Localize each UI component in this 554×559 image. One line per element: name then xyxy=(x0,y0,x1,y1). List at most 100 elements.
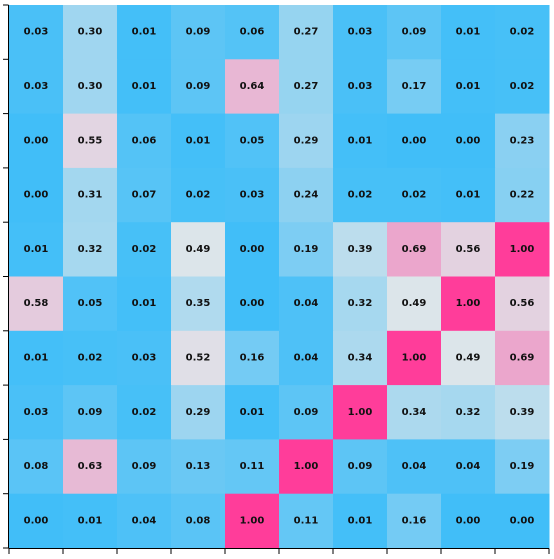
cell-value-label-r3-c5: 0.24 xyxy=(294,190,319,201)
cell-value-label-r8-c8: 0.04 xyxy=(456,461,481,472)
cell-value-label-r9-c0: 0.00 xyxy=(24,515,49,526)
cell-value-label-r0-c6: 0.03 xyxy=(348,27,373,38)
cell-value-label-r4-c8: 0.56 xyxy=(456,244,481,255)
heatmap-cell-r1-c2 xyxy=(117,59,172,115)
cell-value-label-r9-c8: 0.00 xyxy=(456,515,481,526)
cell-value-label-r8-c2: 0.09 xyxy=(132,461,157,472)
heatmap-cell-r6-c3 xyxy=(171,330,226,386)
heatmap-cell-r6-c1 xyxy=(63,330,118,386)
heatmap-cell-r6-c8 xyxy=(441,330,496,386)
heatmap-cell-r0-c4 xyxy=(225,5,280,60)
cell-value-label-r0-c0: 0.03 xyxy=(24,27,49,38)
heatmap-cell-r0-c3 xyxy=(171,5,226,60)
heatmap-cell-r5-c4 xyxy=(225,276,280,332)
heatmap-cell-r9-c8 xyxy=(441,493,496,549)
heatmap-cell-r2-c6 xyxy=(333,113,388,169)
heatmap-cell-r8-c9 xyxy=(495,439,550,495)
cell-value-label-r8-c4: 0.11 xyxy=(240,461,265,472)
cell-value-label-r4-c4: 0.00 xyxy=(240,244,265,255)
cell-value-label-r3-c7: 0.02 xyxy=(402,190,427,201)
cell-value-label-r6-c5: 0.04 xyxy=(294,352,319,363)
heatmap-cell-r4-c3 xyxy=(171,222,226,277)
heatmap-cell-r3-c5 xyxy=(279,167,334,223)
cell-value-label-r2-c4: 0.05 xyxy=(240,135,265,146)
heatmap-cell-r8-c6 xyxy=(333,439,388,495)
heatmap-cell-labels: 0.03 0.30 0.01 0.09 0.06 0.27 0.03 0.09 0.01 0.02… xyxy=(24,27,535,527)
cell-value-label-r9-c2: 0.04 xyxy=(132,515,157,526)
cell-value-label-r5-c8: 1.00 xyxy=(456,298,481,309)
heatmap-cell-r1-c6 xyxy=(333,59,388,115)
heatmap-axes xyxy=(3,4,550,554)
cell-value-label-r3-c9: 0.22 xyxy=(510,190,535,201)
cell-value-label-r4-c6: 0.39 xyxy=(348,244,373,255)
heatmap-cell-r8-c1 xyxy=(63,439,118,495)
cell-value-label-r7-c2: 0.02 xyxy=(132,407,157,418)
heatmap-cell-r7-c6 xyxy=(333,385,388,440)
cell-value-label-r9-c1: 0.01 xyxy=(78,515,103,526)
cell-value-label-r4-c3: 0.49 xyxy=(186,244,211,255)
heatmap-cell-r9-c3 xyxy=(171,493,226,549)
cell-value-label-r2-c3: 0.01 xyxy=(186,135,211,146)
heatmap-cell-r8-c2 xyxy=(117,439,172,495)
cell-value-label-r5-c9: 0.56 xyxy=(510,298,535,309)
heatmap-cell-r5-c1 xyxy=(63,276,118,332)
heatmap-cell-r3-c9 xyxy=(495,167,550,223)
heatmap-cell-r2-c7 xyxy=(387,113,442,169)
heatmap-cell-r3-c7 xyxy=(387,167,442,223)
heatmap-cell-r4-c7 xyxy=(387,222,442,277)
heatmap-cell-r7-c7 xyxy=(387,385,442,440)
cell-value-label-r6-c3: 0.52 xyxy=(186,352,211,363)
cell-value-label-r9-c5: 0.11 xyxy=(294,515,319,526)
cell-value-label-r8-c5: 1.00 xyxy=(294,461,319,472)
cell-value-label-r1-c6: 0.03 xyxy=(348,81,373,92)
cell-value-label-r2-c1: 0.55 xyxy=(78,135,103,146)
cell-value-label-r7-c8: 0.32 xyxy=(456,407,481,418)
heatmap-cell-r3-c1 xyxy=(63,167,118,223)
heatmap-cell-r9-c4 xyxy=(225,493,280,549)
heatmap-cell-r2-c2 xyxy=(117,113,172,169)
heatmap-cell-r0-c5 xyxy=(279,5,334,60)
heatmap-cell-r5-c6 xyxy=(333,276,388,332)
heatmap-cell-r5-c5 xyxy=(279,276,334,332)
cell-value-label-r8-c3: 0.13 xyxy=(186,461,211,472)
cell-value-label-r8-c0: 0.08 xyxy=(24,461,49,472)
heatmap-cell-r8-c3 xyxy=(171,439,226,495)
heatmap-cell-r4-c9 xyxy=(495,222,550,277)
cell-value-label-r6-c2: 0.03 xyxy=(132,352,157,363)
heatmap-cell-r5-c0 xyxy=(9,276,64,332)
heatmap-cell-r4-c6 xyxy=(333,222,388,277)
heatmap-cell-r7-c3 xyxy=(171,385,226,440)
heatmap-cell-r4-c1 xyxy=(63,222,118,277)
heatmap-cell-r8-c0 xyxy=(9,439,64,495)
cell-value-label-r3-c3: 0.02 xyxy=(186,190,211,201)
heatmap-cell-r0-c6 xyxy=(333,5,388,60)
cell-value-label-r3-c1: 0.31 xyxy=(78,190,103,201)
cell-value-label-r0-c5: 0.27 xyxy=(294,27,319,38)
heatmap-cell-r2-c4 xyxy=(225,113,280,169)
heatmap-cell-r1-c7 xyxy=(387,59,442,115)
cell-value-label-r5-c3: 0.35 xyxy=(186,298,211,309)
heatmap-cell-r7-c1 xyxy=(63,385,118,440)
cell-value-label-r6-c4: 0.16 xyxy=(240,352,265,363)
cell-value-label-r2-c7: 0.00 xyxy=(402,135,427,146)
cell-value-label-r6-c8: 0.49 xyxy=(456,352,481,363)
cell-value-label-r8-c6: 0.09 xyxy=(348,461,373,472)
cell-value-label-r7-c6: 1.00 xyxy=(348,407,373,418)
heatmap-cell-r3-c8 xyxy=(441,167,496,223)
heatmap-cell-r6-c5 xyxy=(279,330,334,386)
heatmap-cell-r1-c3 xyxy=(171,59,226,115)
cell-value-label-r6-c1: 0.02 xyxy=(78,352,103,363)
heatmap-cell-r6-c0 xyxy=(9,330,64,386)
heatmap-cell-r6-c4 xyxy=(225,330,280,386)
cell-value-label-r1-c9: 0.02 xyxy=(510,81,535,92)
heatmap-cell-r1-c4 xyxy=(225,59,280,115)
heatmap-cell-r0-c1 xyxy=(63,5,118,60)
cell-value-label-r3-c0: 0.00 xyxy=(24,190,49,201)
cell-value-label-r1-c4: 0.64 xyxy=(240,81,265,92)
heatmap-cell-r8-c7 xyxy=(387,439,442,495)
cell-value-label-r2-c6: 0.01 xyxy=(348,135,373,146)
cell-value-label-r5-c6: 0.32 xyxy=(348,298,373,309)
heatmap-cell-r5-c2 xyxy=(117,276,172,332)
heatmap-cell-r8-c8 xyxy=(441,439,496,495)
